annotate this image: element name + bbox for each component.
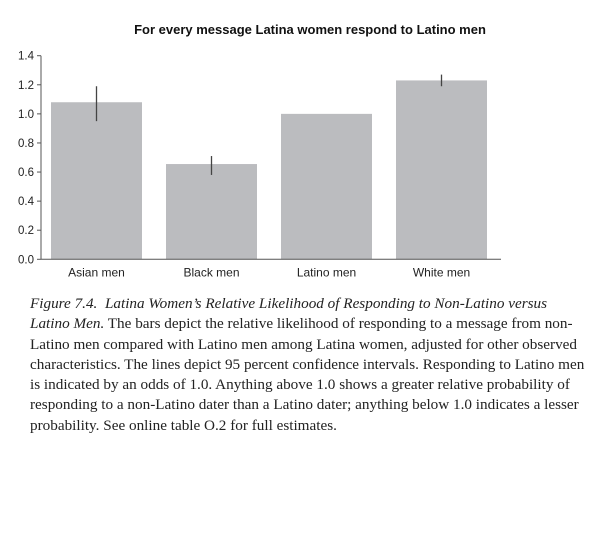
y-tick-label: 0.2 [18,225,34,237]
bar-black-men [166,164,257,260]
y-tick-label: 0.4 [18,196,35,208]
figure-caption: Figure 7.4. Latina Women’s Relative Like… [30,294,590,436]
bar-latino-men [281,113,372,260]
caption-body: The bars depict the relative likelihood … [30,315,585,434]
y-axis: 0.0 0.2 0.4 0.6 0.8 1.0 1.2 1.4 [18,51,42,266]
bars [51,74,487,260]
x-axis: Asian men Black men Latino men White men [41,258,501,279]
bar-chart: For every message Latina women respond t… [18,22,501,279]
figure-title: Latina Women’s Relative Likelihood of Re… [30,295,548,333]
y-tick-label: 0.8 [18,138,34,150]
x-tick-label: White men [413,265,470,279]
chart-title: For every message Latina women respond t… [134,22,486,37]
bar-white-men [396,80,487,260]
y-tick-label: 1.2 [18,80,34,92]
y-tick-label: 1.0 [18,109,34,121]
y-tick-label: 0.6 [18,167,34,179]
x-tick-label: Asian men [68,265,125,279]
y-tick-label: 1.4 [18,51,35,63]
y-tick-label: 0.0 [18,254,34,266]
bar-asian-men [51,102,142,260]
figure-label: Figure 7.4. [30,295,98,312]
x-tick-label: Black men [183,265,239,279]
x-tick-label: Latino men [297,265,356,279]
